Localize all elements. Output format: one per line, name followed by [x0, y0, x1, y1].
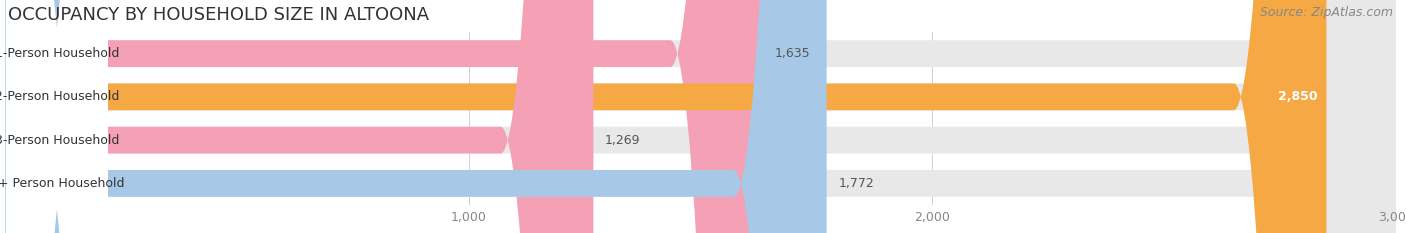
FancyBboxPatch shape	[6, 0, 1396, 233]
Text: 3-Person Household: 3-Person Household	[0, 134, 120, 147]
Text: 1-Person Household: 1-Person Household	[0, 47, 120, 60]
FancyBboxPatch shape	[6, 0, 763, 233]
FancyBboxPatch shape	[6, 0, 1396, 233]
Text: 1,269: 1,269	[605, 134, 641, 147]
FancyBboxPatch shape	[6, 0, 108, 233]
FancyBboxPatch shape	[6, 0, 1396, 233]
FancyBboxPatch shape	[6, 0, 108, 233]
FancyBboxPatch shape	[6, 0, 593, 233]
Text: 1,635: 1,635	[775, 47, 810, 60]
FancyBboxPatch shape	[6, 0, 1326, 233]
FancyBboxPatch shape	[6, 0, 1396, 233]
Text: 4+ Person Household: 4+ Person Household	[0, 177, 124, 190]
FancyBboxPatch shape	[6, 0, 827, 233]
Text: 2,850: 2,850	[1278, 90, 1317, 103]
FancyBboxPatch shape	[6, 0, 108, 233]
Text: 1,772: 1,772	[838, 177, 875, 190]
Text: 2-Person Household: 2-Person Household	[0, 90, 120, 103]
Text: OCCUPANCY BY HOUSEHOLD SIZE IN ALTOONA: OCCUPANCY BY HOUSEHOLD SIZE IN ALTOONA	[8, 6, 429, 24]
FancyBboxPatch shape	[6, 0, 108, 233]
Text: Source: ZipAtlas.com: Source: ZipAtlas.com	[1260, 6, 1393, 19]
